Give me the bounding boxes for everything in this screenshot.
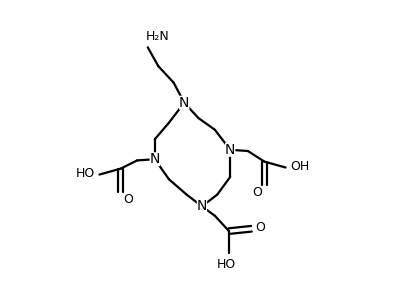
Text: O: O <box>252 186 262 199</box>
Text: O: O <box>123 193 133 207</box>
Text: OH: OH <box>290 160 310 173</box>
Text: O: O <box>255 221 265 234</box>
Text: N: N <box>197 200 207 213</box>
Text: H₂N: H₂N <box>145 30 169 43</box>
Text: N: N <box>225 143 235 157</box>
Text: HO: HO <box>76 167 95 180</box>
Text: N: N <box>150 152 160 166</box>
Text: N: N <box>179 96 190 110</box>
Text: HO: HO <box>217 258 236 271</box>
